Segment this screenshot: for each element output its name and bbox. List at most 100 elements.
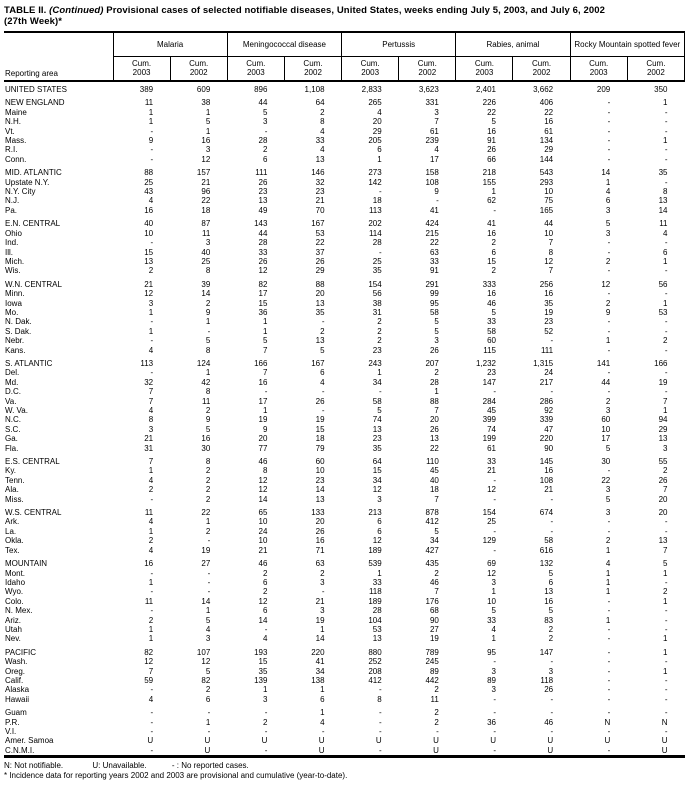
value-cell: 13 xyxy=(315,336,325,346)
value-cell: 2 xyxy=(205,494,211,504)
value-cell: 12 xyxy=(201,154,211,164)
value-cell: - xyxy=(664,727,668,736)
value-cell: 28 xyxy=(258,238,268,248)
table-row: N.Y. City 43 96 23 23 - 9 1 10 4 8 xyxy=(4,187,685,196)
value-cell: 2 xyxy=(205,466,211,476)
value-cell: 35 xyxy=(544,298,554,308)
value-cell: 15 xyxy=(258,298,268,308)
value-cell: 1 xyxy=(491,634,496,644)
value-cell: 1 xyxy=(663,406,668,415)
value-cell: 35 xyxy=(258,666,268,676)
value-cell: 115 xyxy=(483,345,496,355)
value-cell: 21 xyxy=(201,177,211,187)
value-cell: 11 xyxy=(144,508,154,518)
value-cell: 33 xyxy=(487,317,496,327)
value-cell: 1 xyxy=(205,126,211,136)
value-cell: 35 xyxy=(658,168,668,178)
value-cell: 23 xyxy=(487,368,496,378)
value-cell: 62 xyxy=(487,196,496,206)
value-cell: 252 xyxy=(368,657,382,667)
value-cell: 114 xyxy=(368,228,382,238)
disease-group-header: Rabies, animal xyxy=(455,31,571,57)
value-cell: - xyxy=(607,517,611,527)
value-cell: 55 xyxy=(658,457,668,467)
table-row: MOUNTAIN 16 27 46 63 539 435 69 132 4 5 xyxy=(4,559,685,568)
reporting-area-cell: Del. xyxy=(5,368,20,378)
value-cell: - xyxy=(607,387,611,397)
reporting-area-cell: Iowa xyxy=(5,298,22,308)
value-cell: 1 xyxy=(663,634,668,644)
reporting-area-cell: N.C. xyxy=(5,415,21,425)
value-cell: 141 xyxy=(596,358,611,368)
table-row: Okla. 2 - 10 16 12 34 129 58 2 13 xyxy=(4,536,685,545)
value-cell: 157 xyxy=(196,168,211,178)
value-cell: 9 xyxy=(605,307,611,317)
value-cell: - xyxy=(664,526,668,536)
value-cell: 10 xyxy=(258,536,268,546)
value-cell: 20 xyxy=(258,434,268,444)
value-cell: 424 xyxy=(425,219,439,229)
value-cell: 66 xyxy=(487,154,496,164)
value-cell: 132 xyxy=(539,559,554,569)
value-cell: 5 xyxy=(205,336,211,346)
value-cell: 26 xyxy=(429,345,439,355)
value-cell: 25 xyxy=(487,517,496,527)
value-cell: 107 xyxy=(196,647,211,657)
value-cell: - xyxy=(664,517,668,527)
value-cell: 8 xyxy=(205,266,211,276)
value-cell: 8 xyxy=(205,457,211,467)
value-cell: 12 xyxy=(258,596,268,606)
value-cell: 189 xyxy=(368,596,382,606)
value-cell: 113 xyxy=(368,205,382,215)
value-cell: 1 xyxy=(605,177,611,187)
value-cell: 19 xyxy=(658,377,668,387)
value-cell: 71 xyxy=(315,545,325,555)
value-cell: 26 xyxy=(315,396,325,406)
table-row: Nev. 1 3 4 14 13 19 1 2-1 xyxy=(4,634,685,643)
value-cell: 20 xyxy=(372,117,382,127)
value-cell: 26 xyxy=(429,424,439,434)
value-cell: 23 xyxy=(544,317,554,327)
value-cell: 3 xyxy=(205,145,211,155)
value-cell: 4 xyxy=(491,624,496,634)
value-cell: 7 xyxy=(148,666,154,676)
value-cell: 166 xyxy=(254,358,268,368)
reporting-area-cell: Va. xyxy=(5,396,17,406)
value-cell: 16 xyxy=(144,205,154,215)
value-cell: 199 xyxy=(482,434,496,444)
value-cell: 9 xyxy=(434,187,439,197)
value-cell: 4 xyxy=(663,228,668,238)
reporting-area-cell: NEW ENGLAND xyxy=(5,98,65,108)
value-cell: 16 xyxy=(201,434,211,444)
value-cell: 46 xyxy=(429,577,439,587)
value-cell: 10 xyxy=(144,228,154,238)
value-cell: 10 xyxy=(315,466,325,476)
value-cell: 95 xyxy=(487,647,496,657)
value-cell: 16 xyxy=(315,536,325,546)
reporting-area-cell: R.I. xyxy=(5,145,18,155)
value-cell: 2 xyxy=(148,615,154,625)
value-cell: 2 xyxy=(377,336,382,346)
value-cell: 11 xyxy=(144,596,154,606)
value-cell: 2 xyxy=(262,587,268,597)
footnote-symbols: N: Not notifiable. U: Unavailable. - : N… xyxy=(4,761,687,771)
footnote-u: U: Unavailable. xyxy=(92,761,147,771)
value-cell: - xyxy=(207,536,211,546)
value-cell: 53 xyxy=(315,228,325,238)
value-cell: - xyxy=(150,494,154,504)
value-cell: - xyxy=(493,745,496,755)
value-cell: 74 xyxy=(487,424,496,434)
table-row: E.N. CENTRAL 40 87 143 167 202 424 41 44 5 11 xyxy=(4,219,685,228)
table-row: Vt. - 1 - 4 29 61 16 61 - - xyxy=(4,127,685,136)
disease-group-header: Pertussis xyxy=(341,31,457,57)
value-cell: 30 xyxy=(201,443,211,453)
value-cell: U xyxy=(433,736,439,746)
value-cell: 14 xyxy=(315,485,325,495)
value-cell: - xyxy=(150,568,154,578)
value-cell: - xyxy=(607,596,611,606)
value-cell: - xyxy=(664,117,668,127)
value-cell: 14 xyxy=(658,205,668,215)
value-cell: 19 xyxy=(544,307,554,317)
value-cell: 609 xyxy=(196,85,211,94)
value-cell: 2 xyxy=(548,624,554,634)
